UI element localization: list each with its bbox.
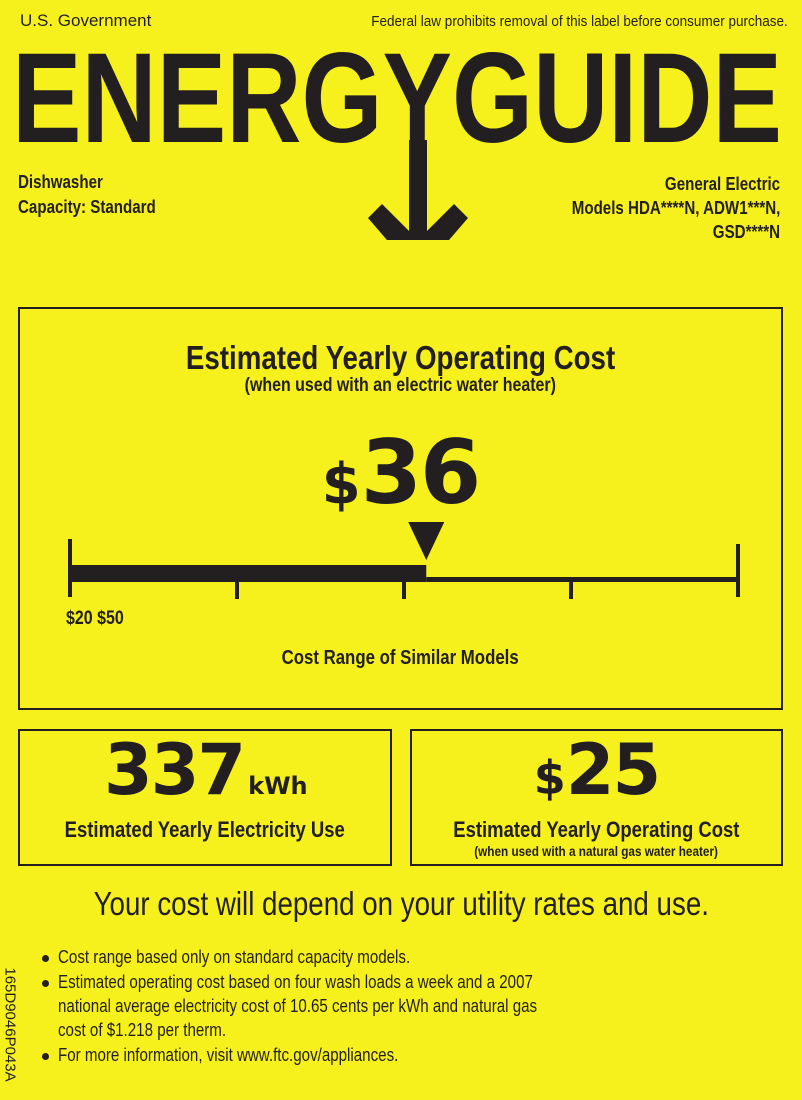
main-cost-box: Estimated Yearly Operating Cost (when us… xyxy=(18,307,783,710)
down-arrow-icon xyxy=(368,140,468,240)
note-item-cont: national average electricity cost of 10.… xyxy=(58,996,538,1016)
cost-range-scale xyxy=(68,522,740,599)
energyguide-logo: ENERGYGUIDE xyxy=(12,40,782,240)
note-item: Cost range based only on standard capaci… xyxy=(58,947,411,967)
electricity-caption: Estimated Yearly Electricity Use xyxy=(64,817,346,842)
bullet-icon xyxy=(42,1053,49,1060)
note-item-cont: cost of $1.218 per therm. xyxy=(58,1020,227,1040)
gas-cost-subcaption: (when used with a natural gas water heat… xyxy=(474,843,719,859)
main-cost-subtitle: (when used with an electric water heater… xyxy=(244,375,557,396)
product-type: Dishwasher xyxy=(18,172,103,192)
electricity-value: 337 kWh xyxy=(104,729,308,811)
main-cost-value: $36 xyxy=(321,421,481,524)
bullet-icon xyxy=(42,980,49,987)
disclaimer: Your cost will depend on your utility ra… xyxy=(93,885,709,922)
scale-filled-bar xyxy=(70,565,427,582)
range-labels: $20 $50 xyxy=(66,608,124,629)
brand: General Electric xyxy=(664,174,780,194)
gas-cost-box: $25 Estimated Yearly Operating Cost (whe… xyxy=(410,729,783,866)
label-code: 165D9046P043A xyxy=(1,967,19,1082)
scale-end-tick xyxy=(736,544,740,597)
capacity: Capacity: Standard xyxy=(18,197,156,217)
models-cont: GSD****N xyxy=(712,222,780,242)
scale-tick xyxy=(569,579,573,599)
gas-cost-caption: Estimated Yearly Operating Cost xyxy=(453,817,740,842)
note-item: For more information, visit www.ftc.gov/… xyxy=(58,1045,399,1065)
value-pointer-icon xyxy=(408,522,445,560)
note-item: Estimated operating cost based on four w… xyxy=(58,972,533,992)
logo-wordmark: ENERGYGUIDE xyxy=(12,40,782,170)
product-info: Dishwasher Capacity: Standard xyxy=(18,170,182,220)
models: Models HDA****N, ADW1***N, xyxy=(571,198,780,218)
main-cost-title: Estimated Yearly Operating Cost xyxy=(185,339,616,376)
scale-tick xyxy=(235,579,239,599)
bullet-icon xyxy=(42,955,49,962)
scale-tick xyxy=(402,579,406,599)
electricity-use-box: 337 kWh Estimated Yearly Electricity Use xyxy=(18,729,392,866)
removal-notice: Federal law prohibits removal of this la… xyxy=(371,13,788,30)
range-caption: Cost Range of Similar Models xyxy=(281,647,520,669)
gas-cost-value: $25 xyxy=(533,729,661,811)
manufacturer-info: General Electric Models HDA****N, ADW1**… xyxy=(532,172,780,244)
scale-end-tick xyxy=(68,539,72,597)
issuer-text: U.S. Government xyxy=(20,11,152,30)
scale-baseline xyxy=(426,577,738,582)
